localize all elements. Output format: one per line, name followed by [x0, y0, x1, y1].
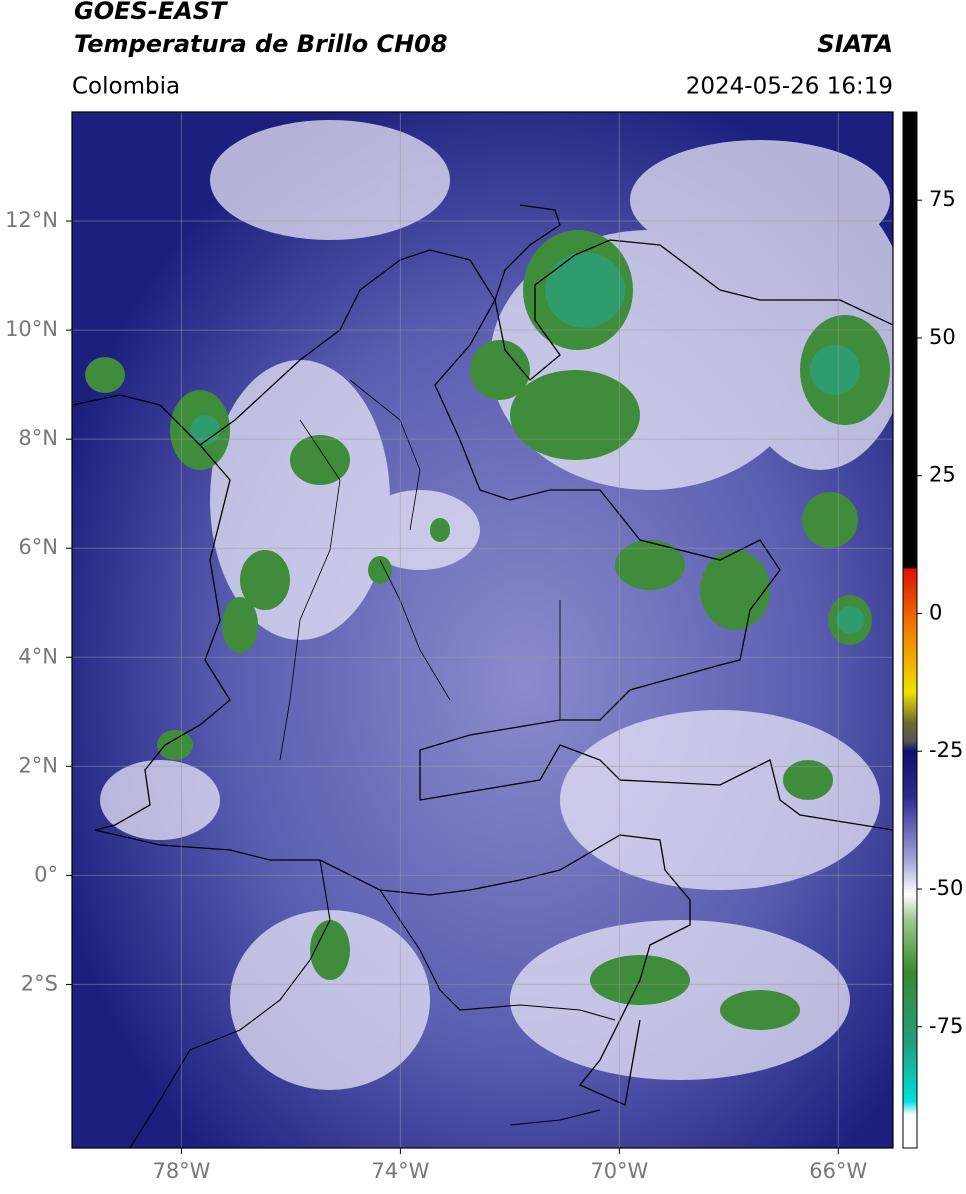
colorbar-tick-label: 0 [929, 600, 942, 624]
datetime: 2024-05-26 16:19 [686, 74, 893, 100]
y-tick-label: 0° [34, 862, 58, 886]
graticule [72, 112, 893, 1148]
y-tick-label: 2°N [18, 753, 58, 777]
y-tick-label: 4°N [18, 644, 58, 668]
y-tick-label: 8°N [18, 426, 58, 450]
title: GOES-EAST [74, 0, 228, 25]
x-tick-label: 74°W [371, 1159, 429, 1183]
y-tick-label: 2°S [21, 971, 58, 995]
region: Colombia [72, 74, 180, 100]
x-tick-label: 66°W [809, 1159, 867, 1183]
colorbar-tick-label: -50 [929, 876, 963, 900]
colorbar-tick-label: 50 [929, 325, 956, 349]
y-tick-label: 12°N [5, 208, 58, 232]
colorbar [902, 111, 918, 1149]
x-tick-label: 78°W [152, 1159, 210, 1183]
subtitle: Temperatura de Brillo CH08 [74, 30, 448, 58]
source: SIATA [817, 30, 893, 58]
colorbar-tick-label: -75 [929, 1014, 963, 1038]
y-tick-label: 6°N [18, 535, 58, 559]
colorbar-tick-label: 25 [929, 463, 956, 487]
x-tick-label: 70°W [590, 1159, 648, 1183]
colorbar-tick-label: -25 [929, 738, 963, 762]
colorbar-tick-label: 75 [929, 187, 956, 211]
map-frame [71, 111, 894, 1149]
satellite-image [72, 112, 893, 1148]
colorbar-ticks: 75 50 25 0 -25 -50 -75 [917, 187, 963, 1038]
y-tick-label: 10°N [5, 317, 58, 341]
